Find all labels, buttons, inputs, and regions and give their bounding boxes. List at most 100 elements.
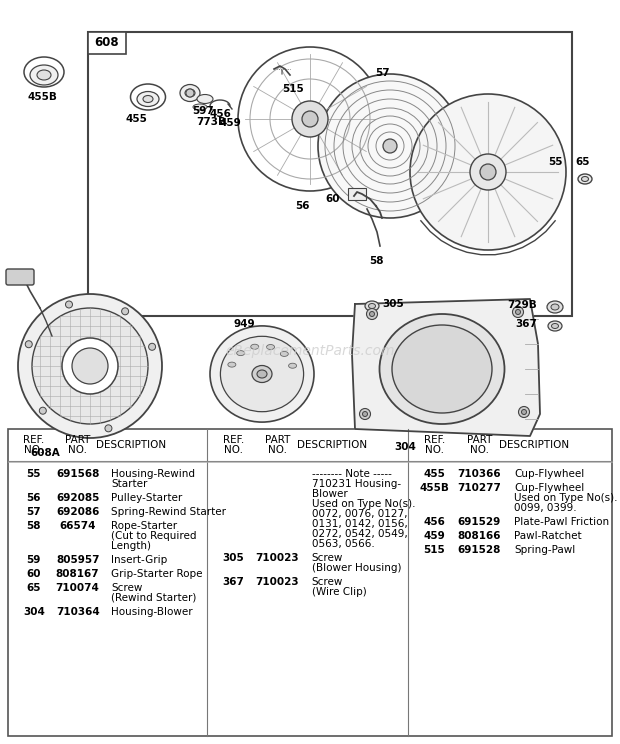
Text: Pulley-Starter: Pulley-Starter	[112, 493, 183, 503]
Text: 57: 57	[27, 507, 41, 517]
Text: 608: 608	[95, 36, 119, 50]
Ellipse shape	[379, 314, 505, 424]
Text: 59: 59	[27, 555, 41, 565]
Text: 367: 367	[222, 577, 244, 587]
Circle shape	[515, 310, 521, 315]
Text: 691528: 691528	[458, 545, 501, 555]
Circle shape	[66, 301, 73, 308]
Text: 304: 304	[23, 607, 45, 617]
Ellipse shape	[220, 336, 304, 411]
Text: Spring-Pawl: Spring-Pawl	[514, 545, 575, 555]
Text: Screw: Screw	[112, 583, 143, 593]
Text: 455: 455	[125, 114, 147, 124]
Text: 455B: 455B	[27, 92, 57, 102]
Text: (Rewind Starter): (Rewind Starter)	[112, 593, 197, 603]
Text: 710023: 710023	[255, 553, 299, 563]
Ellipse shape	[257, 370, 267, 378]
Circle shape	[122, 308, 128, 315]
Ellipse shape	[365, 301, 379, 311]
Text: 367: 367	[515, 319, 537, 329]
Text: 65: 65	[27, 583, 41, 593]
Ellipse shape	[551, 304, 559, 310]
Circle shape	[521, 409, 526, 414]
Ellipse shape	[250, 344, 259, 349]
Text: 55: 55	[548, 157, 562, 167]
Text: Pawl-Ratchet: Pawl-Ratchet	[514, 531, 582, 541]
Circle shape	[366, 309, 378, 319]
Ellipse shape	[582, 176, 588, 182]
Text: 55: 55	[27, 469, 41, 479]
Circle shape	[470, 154, 506, 190]
Text: 459: 459	[423, 531, 445, 541]
Text: 691568: 691568	[56, 469, 99, 479]
Polygon shape	[352, 299, 540, 436]
Text: 56: 56	[294, 201, 309, 211]
Circle shape	[518, 406, 529, 417]
Ellipse shape	[185, 89, 195, 97]
Text: -------- Note -----: -------- Note -----	[311, 469, 391, 479]
Text: eReplacementParts.com: eReplacementParts.com	[225, 344, 395, 358]
Text: REF.: REF.	[424, 435, 445, 445]
Text: Plate-Pawl Friction: Plate-Pawl Friction	[514, 517, 609, 527]
Text: Screw: Screw	[311, 577, 343, 587]
Ellipse shape	[137, 92, 159, 106]
Ellipse shape	[37, 70, 51, 80]
Text: 597: 597	[192, 106, 214, 116]
Ellipse shape	[30, 65, 58, 85]
Bar	[88, 32, 572, 316]
Circle shape	[25, 341, 32, 347]
Text: NO.: NO.	[224, 445, 242, 455]
Circle shape	[302, 111, 318, 127]
Text: 710277: 710277	[458, 483, 502, 493]
Ellipse shape	[210, 326, 314, 422]
Text: 949: 949	[233, 319, 255, 329]
Text: 58: 58	[27, 521, 41, 531]
Text: 0072, 0076, 0127,: 0072, 0076, 0127,	[311, 509, 407, 519]
Text: 66574: 66574	[60, 521, 96, 531]
Text: PART: PART	[265, 435, 290, 445]
Text: 0131, 0142, 0156,: 0131, 0142, 0156,	[311, 519, 407, 529]
Text: 455: 455	[423, 469, 445, 479]
Text: 305: 305	[382, 299, 404, 309]
Text: 455B: 455B	[420, 483, 449, 493]
Text: NO.: NO.	[425, 445, 444, 455]
Text: (Wire Clip): (Wire Clip)	[311, 587, 366, 597]
Text: 65: 65	[576, 157, 590, 167]
Text: Rope-Starter: Rope-Starter	[112, 521, 177, 531]
Circle shape	[72, 348, 108, 384]
Text: Used on Type No(s).: Used on Type No(s).	[311, 499, 415, 509]
Text: PART: PART	[65, 435, 91, 445]
Text: Cup-Flywheel: Cup-Flywheel	[514, 469, 584, 479]
Text: 60: 60	[27, 569, 41, 579]
Text: 0563, 0566.: 0563, 0566.	[311, 539, 374, 549]
Ellipse shape	[547, 301, 563, 313]
Ellipse shape	[143, 95, 153, 103]
Text: 515: 515	[282, 84, 304, 94]
Text: 57: 57	[374, 68, 389, 78]
Text: 304: 304	[394, 442, 416, 452]
Text: PART: PART	[467, 435, 492, 445]
Circle shape	[149, 343, 156, 350]
Ellipse shape	[280, 351, 288, 356]
Text: 710023: 710023	[255, 577, 299, 587]
Text: Length): Length)	[112, 541, 151, 551]
Circle shape	[480, 164, 496, 180]
Ellipse shape	[578, 174, 592, 184]
Ellipse shape	[228, 362, 236, 367]
Circle shape	[32, 308, 148, 424]
Ellipse shape	[24, 57, 64, 87]
Ellipse shape	[548, 321, 562, 331]
Text: 58: 58	[369, 256, 383, 266]
Text: 808167: 808167	[56, 569, 99, 579]
Text: Spring-Rewind Starter: Spring-Rewind Starter	[112, 507, 226, 517]
Text: REF.: REF.	[23, 435, 45, 445]
Ellipse shape	[552, 324, 559, 329]
Text: Cup-Flywheel: Cup-Flywheel	[514, 483, 584, 493]
Circle shape	[238, 47, 382, 191]
Text: 0272, 0542, 0549,: 0272, 0542, 0549,	[311, 529, 407, 539]
Circle shape	[18, 294, 162, 438]
Text: 692086: 692086	[56, 507, 99, 517]
Text: 0099, 0399.: 0099, 0399.	[514, 503, 577, 513]
Text: 805957: 805957	[56, 555, 99, 565]
Text: Starter: Starter	[112, 479, 148, 489]
